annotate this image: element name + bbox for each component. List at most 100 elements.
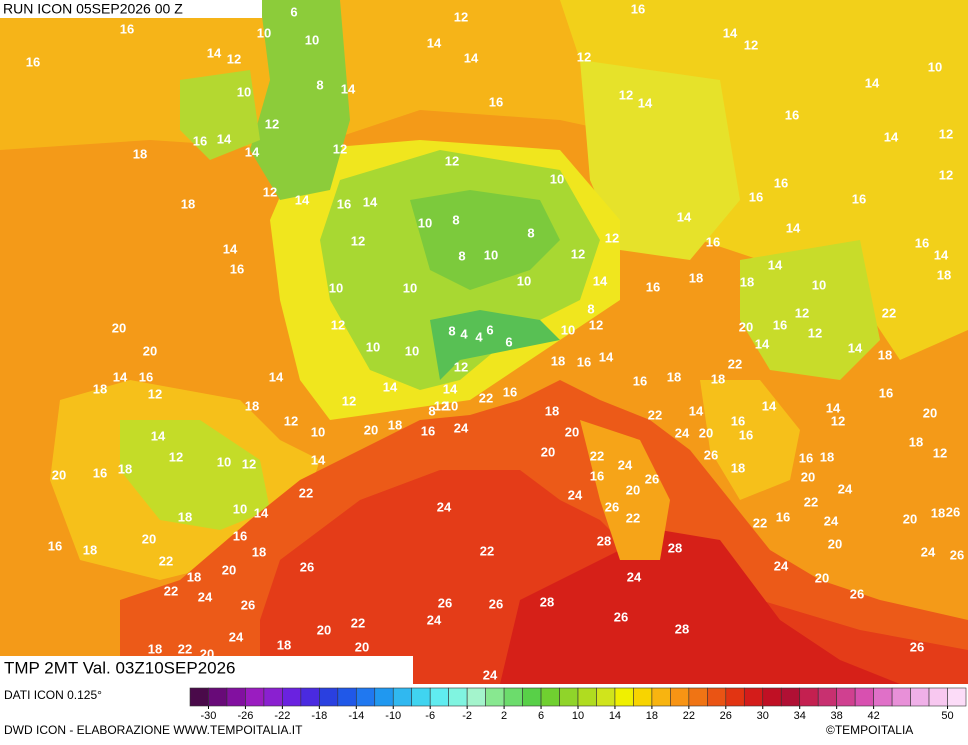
- legend: -30 -26 -22 -18 -14 -10 -6 -2 2 6 10 14 18 22 26 30 34 38…: [189, 687, 967, 722]
- temperature-label: 26: [645, 471, 659, 486]
- temperature-label: 16: [852, 191, 866, 206]
- legend-swatch: [762, 687, 782, 707]
- legend-tick-label: -2: [462, 710, 472, 722]
- legend-tick-label: -18: [311, 710, 327, 722]
- temperature-label: 16: [785, 107, 799, 122]
- legend-swatch: [429, 687, 449, 707]
- temperature-label: 14: [884, 129, 899, 144]
- temperature-label: 22: [479, 390, 493, 405]
- legend-swatch: [633, 687, 653, 707]
- temperature-label: 10: [812, 277, 826, 292]
- temperature-label: 26: [704, 447, 718, 462]
- temperature-label: 24: [454, 420, 469, 435]
- legend-swatch: [263, 687, 283, 707]
- temperature-label: 10: [403, 280, 417, 295]
- temperature-label: 10: [311, 424, 325, 439]
- legend-swatch: [522, 687, 542, 707]
- temperature-label: 18: [148, 641, 162, 656]
- temperature-label: 16: [774, 175, 788, 190]
- run-box: [0, 0, 262, 18]
- legend-swatch: [596, 687, 616, 707]
- temperature-label: 16: [577, 354, 591, 369]
- temperature-label: 8: [428, 403, 435, 418]
- footer-left: DWD ICON - ELABORAZIONE WWW.TEMPOITALIA.…: [4, 723, 303, 737]
- legend-swatch: [707, 687, 727, 707]
- temperature-label: 18: [178, 509, 192, 524]
- temperature-label: 14: [427, 35, 442, 50]
- temperature-label: 18: [133, 146, 147, 161]
- temperature-label: 24: [229, 629, 244, 644]
- temperature-label: 20: [828, 536, 842, 551]
- temperature-label: 14: [848, 340, 863, 355]
- legend-tick-label: 38: [831, 710, 843, 722]
- temperature-label: 10: [305, 32, 319, 47]
- temperature-label: 18: [245, 398, 259, 413]
- temperature-label: 26: [489, 596, 503, 611]
- temperature-label: 6: [505, 334, 512, 349]
- temperature-label: 16: [799, 450, 813, 465]
- legend-swatch: [374, 687, 394, 707]
- temperature-label: 20: [364, 422, 378, 437]
- temperature-label: 14: [383, 379, 398, 394]
- temperature-label: 20: [699, 425, 713, 440]
- temperature-label: 10: [550, 171, 564, 186]
- temperature-label: 16: [489, 94, 503, 109]
- temperature-label: 12: [284, 413, 298, 428]
- temperature-label: 18: [909, 434, 923, 449]
- temperature-label: 24: [824, 513, 839, 528]
- temperature-label: 22: [882, 305, 896, 320]
- legend-tick-label: -26: [237, 710, 253, 722]
- temperature-label: 18: [740, 274, 754, 289]
- temperature-label: 18: [931, 505, 945, 520]
- temperature-label: 22: [159, 553, 173, 568]
- legend-swatch: [670, 687, 690, 707]
- temperature-label: 14: [217, 131, 232, 146]
- legend-swatch: [355, 687, 376, 707]
- temperature-label: 28: [540, 594, 554, 609]
- temperature-label: 12: [933, 445, 947, 460]
- legend-swatch: [725, 687, 745, 707]
- temperature-label: 16: [503, 384, 517, 399]
- temperature-label: 14: [865, 75, 880, 90]
- temperature-label: 14: [826, 400, 841, 415]
- legend-tick-label: 2: [501, 710, 507, 722]
- temperature-label: 12: [939, 126, 953, 141]
- temperature-label: 12: [227, 51, 241, 66]
- temperature-label: 24: [568, 487, 583, 502]
- temperature-label: 18: [731, 460, 745, 475]
- temperature-label: 12: [795, 305, 809, 320]
- legend-tick-label: 50: [941, 710, 953, 722]
- temperature-label: 16: [193, 133, 207, 148]
- legend-swatch: [910, 687, 930, 707]
- temperature-label: 22: [178, 641, 192, 656]
- temperature-label: 12: [242, 456, 256, 471]
- legend-swatch: [614, 687, 634, 707]
- legend-tick-label: 30: [757, 710, 769, 722]
- temperature-label: 20: [143, 343, 157, 358]
- temperature-label: 14: [245, 144, 260, 159]
- temperature-label: 16: [915, 235, 929, 250]
- temperature-label: 12: [331, 317, 345, 332]
- footer-right: ©TEMPOITALIA: [826, 723, 913, 737]
- temperature-label: 20: [565, 424, 579, 439]
- legend-swatch: [891, 687, 911, 707]
- variable-label: TMP 2MT Val. 03Z10SEP2026: [4, 658, 236, 677]
- temperature-label: 14: [786, 220, 801, 235]
- temperature-label: 14: [341, 81, 356, 96]
- legend-swatch: [300, 687, 320, 707]
- legend-swatch: [392, 687, 413, 707]
- temperature-label: 10: [561, 322, 575, 337]
- temperature-label: 22: [590, 448, 604, 463]
- temperature-label: 10: [366, 339, 380, 354]
- temperature-label: 26: [614, 609, 628, 624]
- temperature-label: 24: [618, 457, 633, 472]
- legend-swatch: [836, 687, 856, 707]
- temperature-label: 14: [638, 95, 653, 110]
- temperature-label: 26: [910, 639, 924, 654]
- legend-swatch: [743, 687, 764, 707]
- legend-swatch: [411, 687, 431, 707]
- legend-swatch: [854, 687, 874, 707]
- temperature-label: 16: [749, 189, 763, 204]
- legend-swatch: [485, 687, 505, 707]
